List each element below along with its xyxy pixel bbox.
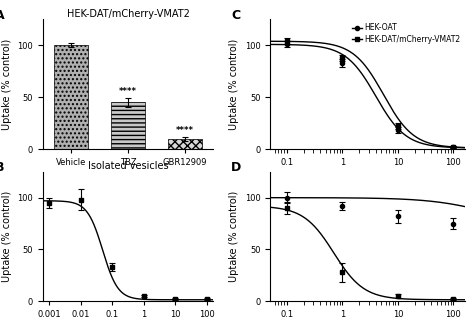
Legend: HEK-OAT, HEK-DAT/mCherry-VMAT2: HEK-OAT, HEK-DAT/mCherry-VMAT2 bbox=[352, 23, 461, 43]
Text: D: D bbox=[231, 161, 242, 174]
Title: HEK-DAT/mCherry-VMAT2: HEK-DAT/mCherry-VMAT2 bbox=[66, 9, 190, 19]
Y-axis label: Uptake (% control): Uptake (% control) bbox=[1, 39, 12, 130]
Y-axis label: Uptake (% control): Uptake (% control) bbox=[229, 39, 239, 130]
Y-axis label: Uptake (% control): Uptake (% control) bbox=[229, 191, 239, 282]
Text: A: A bbox=[0, 9, 5, 22]
Y-axis label: Uptake (% control): Uptake (% control) bbox=[1, 191, 12, 282]
Text: ****: **** bbox=[119, 87, 137, 96]
Bar bbox=[111, 102, 145, 149]
Bar bbox=[54, 45, 88, 149]
Text: C: C bbox=[231, 9, 240, 22]
Text: ****: **** bbox=[176, 125, 194, 134]
Text: B: B bbox=[0, 161, 4, 174]
Bar bbox=[168, 139, 202, 149]
Title: Isolated vesicles: Isolated vesicles bbox=[88, 161, 168, 171]
X-axis label: Nomifensine (μM): Nomifensine (μM) bbox=[324, 173, 411, 183]
